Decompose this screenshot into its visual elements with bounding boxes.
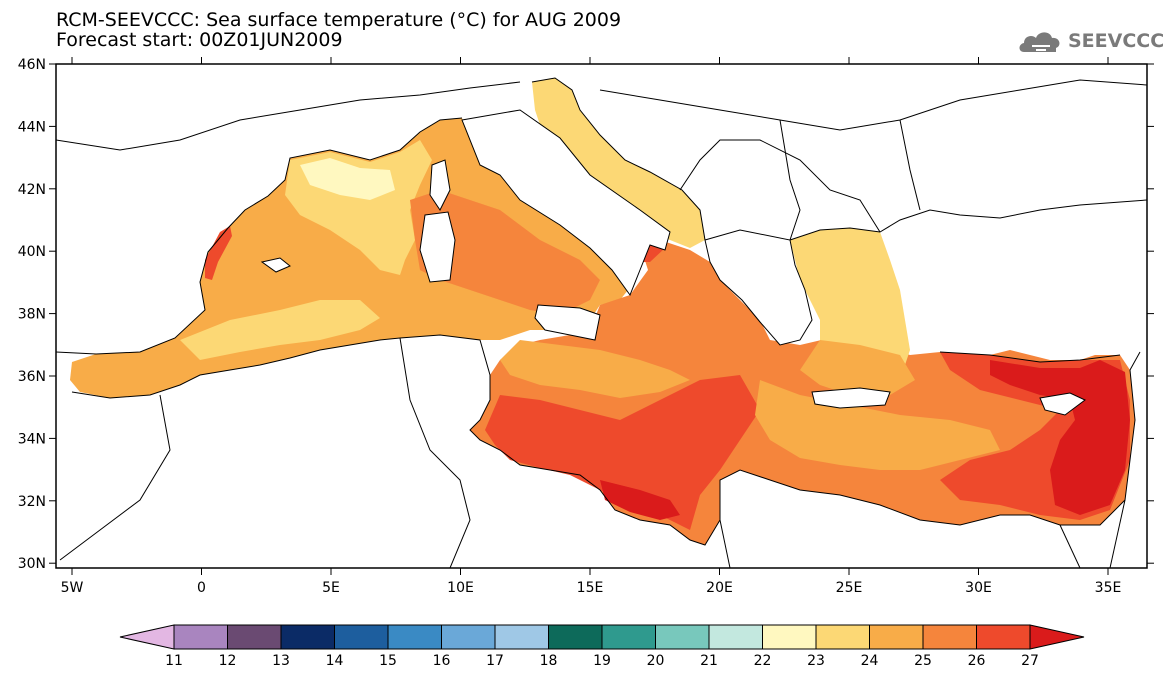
colorbar-label: 25 [914, 653, 932, 669]
colorbar: 11 12 13 14 15 16 17 18 19 20 21 22 23 24 25 26 27 [119, 624, 1085, 669]
mallorca-island [260, 257, 291, 273]
colorbar-swatch [601, 624, 656, 650]
map-title: RCM-SEEVCCC: Sea surface temperature (°C… [56, 9, 622, 31]
lat-tick-label: 38N [18, 307, 46, 323]
corsica-island [429, 159, 451, 211]
seevccc-logo: SEEVCCC [1016, 26, 1164, 56]
lat-tick-label: 32N [18, 494, 46, 510]
colorbar-label: 17 [486, 653, 504, 669]
colorbar-swatch [173, 624, 228, 650]
colorbar-swatch [387, 624, 442, 650]
lat-tick-label: 40N [18, 244, 46, 260]
colorbar-label: 24 [861, 653, 879, 669]
lat-tick-label: 42N [18, 182, 46, 198]
colorbar-label: 21 [700, 653, 718, 669]
sst-24-alboran [180, 300, 380, 360]
sst-23-lion [300, 158, 395, 200]
colorbar-swatch [762, 624, 817, 650]
lon-tick-label: 15E [577, 580, 604, 596]
colorbar-swatch [280, 624, 335, 650]
sardinia-island [419, 211, 456, 283]
colorbar-label: 23 [807, 653, 825, 669]
adriatic-sea [532, 78, 705, 248]
colorbar-label: 26 [968, 653, 986, 669]
longitude-ticks: 5W 0 5E 10E 15E 20E 25E 30E 35E [61, 57, 1122, 596]
italy-peninsula [461, 109, 671, 297]
colorbar-label: 18 [540, 653, 558, 669]
lon-tick-label: 0 [197, 580, 206, 596]
sst-25-ionian [500, 340, 690, 398]
lat-tick-label: 34N [18, 431, 46, 447]
colorbar-swatch [976, 624, 1031, 650]
logo-text: SEEVCCC [1068, 30, 1165, 52]
sst-max-east [990, 360, 1130, 515]
colorbar-label: 20 [647, 653, 665, 669]
sst-26-coast-w [205, 226, 232, 280]
colorbar-label: 11 [165, 653, 183, 669]
colorbar-label: 16 [433, 653, 451, 669]
colorbar-swatch [922, 624, 977, 650]
sst-25-aegean [800, 340, 915, 395]
lon-tick-label: 20E [706, 580, 733, 596]
colorbar-swatch [334, 624, 389, 650]
colorbar-swatch [441, 624, 496, 650]
lat-tick-label: 30N [18, 556, 46, 572]
lat-tick-label: 36N [18, 369, 46, 385]
map-subtitle: Forecast start: 00Z01JUN2009 [56, 29, 343, 51]
sst-max-gulf [600, 480, 680, 520]
western-basin [70, 118, 628, 398]
cloud-icon [1019, 32, 1060, 52]
latitude-ticks: 46N 44N 42N 40N 38N 36N 34N 32N 30N [18, 57, 1154, 572]
colorbar-label: 27 [1021, 653, 1039, 669]
lon-tick-label: 25E [836, 580, 863, 596]
lat-tick-label: 44N [18, 119, 46, 135]
colorbar-swatch [815, 624, 870, 650]
colorbar-swatch [655, 624, 710, 650]
lon-tick-label: 10E [447, 580, 474, 596]
sst-26-balearic [410, 190, 600, 315]
map-frame [55, 63, 1148, 569]
lon-tick-label: 35E [1095, 580, 1122, 596]
colorbar-swatch [869, 624, 924, 650]
colorbar-label: 12 [219, 653, 237, 669]
sst-field [70, 78, 1135, 545]
colorbar-label: 15 [379, 653, 397, 669]
colorbar-label: 19 [593, 653, 611, 669]
colorbar-min-triangle [119, 624, 175, 650]
colorbar-swatch [494, 624, 549, 650]
colorbar-swatch [548, 624, 603, 650]
coastlines [56, 77, 1147, 568]
lon-tick-label: 5E [322, 580, 340, 596]
sst-27-south [485, 375, 760, 530]
colorbar-label: 14 [326, 653, 344, 669]
lat-tick-label: 46N [18, 57, 46, 73]
lon-tick-label: 5W [61, 580, 84, 596]
colorbar-swatch [708, 624, 763, 650]
crete-island [811, 387, 891, 409]
lon-tick-label: 30E [965, 580, 992, 596]
colorbar-max-triangle [1029, 624, 1085, 650]
cyprus-island [1039, 392, 1086, 416]
sicily-island [534, 304, 601, 341]
colorbar-label: 13 [272, 653, 290, 669]
colorbar-swatch [227, 624, 282, 650]
colorbar-label: 22 [754, 653, 772, 669]
